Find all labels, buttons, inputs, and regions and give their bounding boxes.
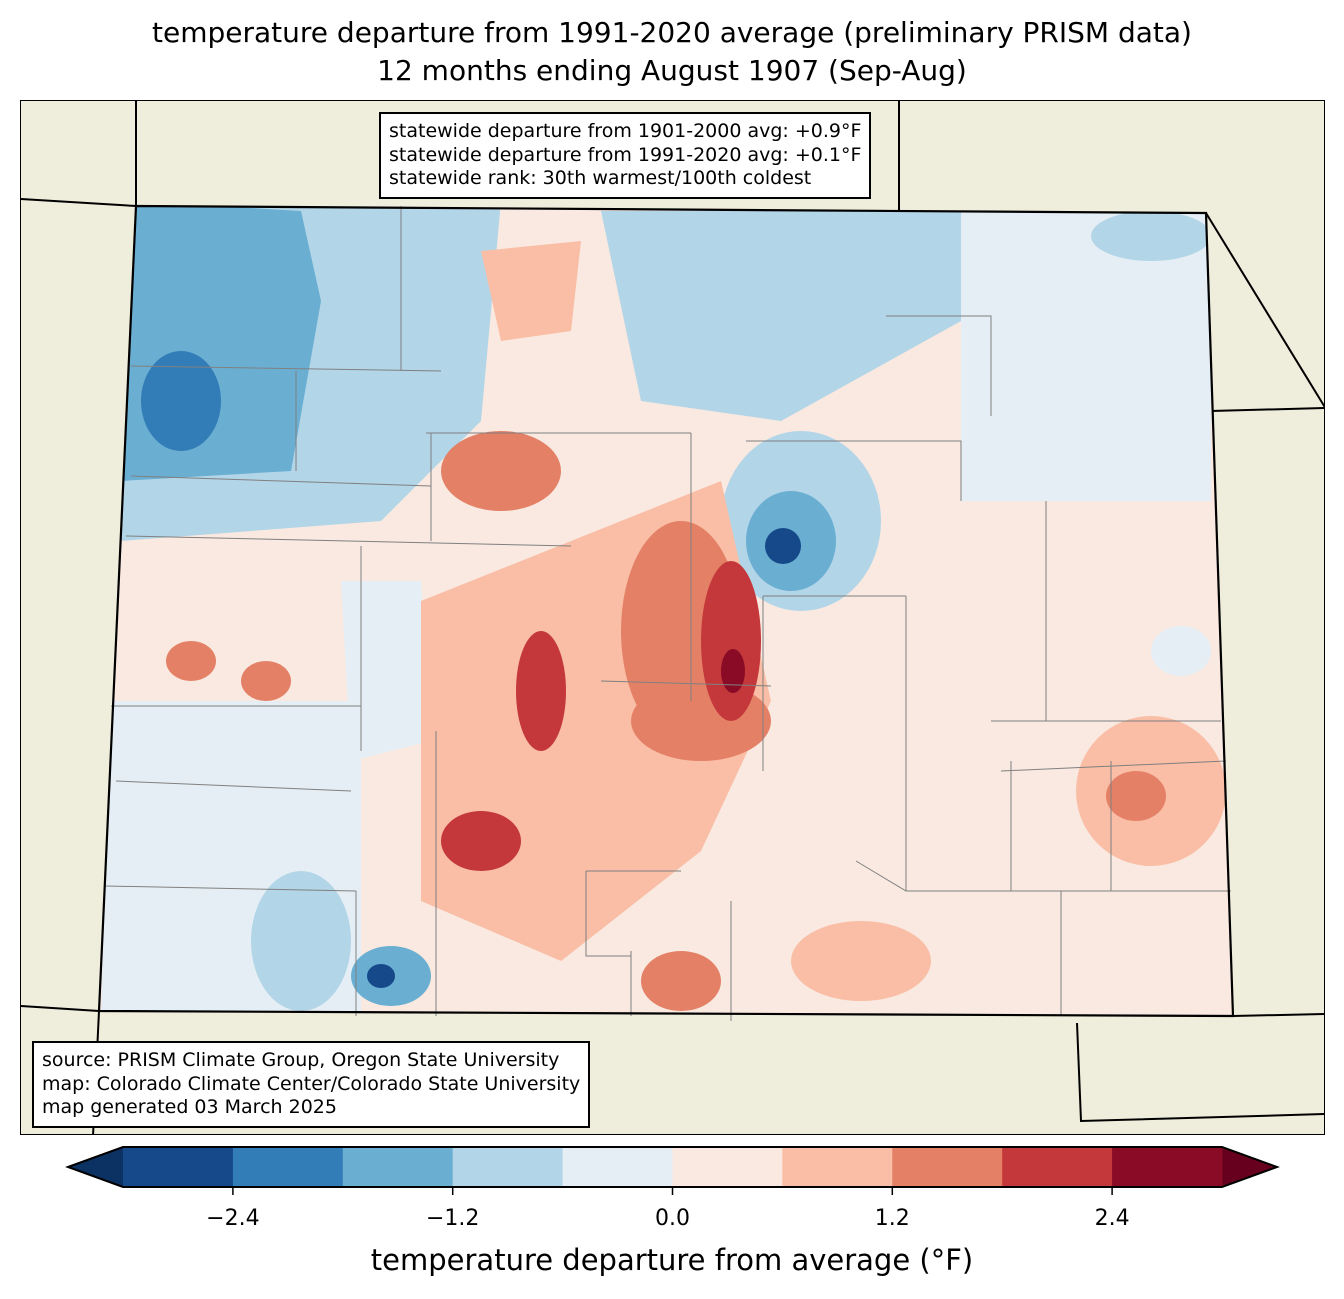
map-panel: statewide departure from 1901-2000 avg: … xyxy=(20,100,1325,1135)
title-line-1: temperature departure from 1991-2020 ave… xyxy=(152,16,1192,49)
statewide-stats-box: statewide departure from 1901-2000 avg: … xyxy=(379,112,872,199)
generated-date-line: map generated 03 March 2025 xyxy=(42,1096,337,1118)
colorbar-bin xyxy=(342,1147,454,1187)
source-box: source: PRISM Climate Group, Oregon Stat… xyxy=(32,1041,591,1128)
neighbor-state-lines xyxy=(21,101,1324,1134)
colorbar-bin xyxy=(1112,1147,1223,1187)
stat-rank: statewide rank: 30th warmest/100th colde… xyxy=(389,167,812,189)
colorbar-bin xyxy=(562,1147,673,1187)
colorbar-bin xyxy=(452,1147,564,1187)
source-line: source: PRISM Climate Group, Oregon Stat… xyxy=(42,1049,560,1071)
colorbar-under-arrow xyxy=(68,1147,123,1187)
colorbar xyxy=(65,1146,1280,1195)
colorbar-tick-label: 1.2 xyxy=(874,1206,910,1231)
colorbar-tick-label: 0.0 xyxy=(655,1206,690,1231)
temperature-field xyxy=(99,206,1233,1016)
stat-1901-2000: statewide departure from 1901-2000 avg: … xyxy=(389,120,862,142)
colorbar-tick-label: 2.4 xyxy=(1094,1206,1130,1231)
colorbar-bin xyxy=(672,1147,783,1187)
map-credit-line: map: Colorado Climate Center/Colorado St… xyxy=(42,1072,581,1095)
colorbar-label: temperature departure from average (°F) xyxy=(370,1243,974,1277)
colorbar-bin xyxy=(892,1147,1003,1187)
stat-1991-2020: statewide departure from 1991-2020 avg: … xyxy=(389,143,862,166)
title-line-2: 12 months ending August 1907 (Sep-Aug) xyxy=(377,54,967,87)
colorbar-tick-label: −1.2 xyxy=(425,1206,480,1231)
colorbar-over-arrow xyxy=(1222,1147,1277,1187)
colorado-map xyxy=(21,101,1324,1134)
county-lines xyxy=(105,206,1231,1021)
colorbar-bin xyxy=(1002,1147,1113,1187)
colorbar-bin xyxy=(123,1147,234,1187)
colorbar-bin xyxy=(782,1147,893,1187)
colorado-border xyxy=(97,204,1235,1018)
colorbar-outline xyxy=(65,1146,1280,1188)
colorbar-tick-label: −2.4 xyxy=(206,1206,260,1231)
colorbar-bin xyxy=(232,1147,344,1187)
